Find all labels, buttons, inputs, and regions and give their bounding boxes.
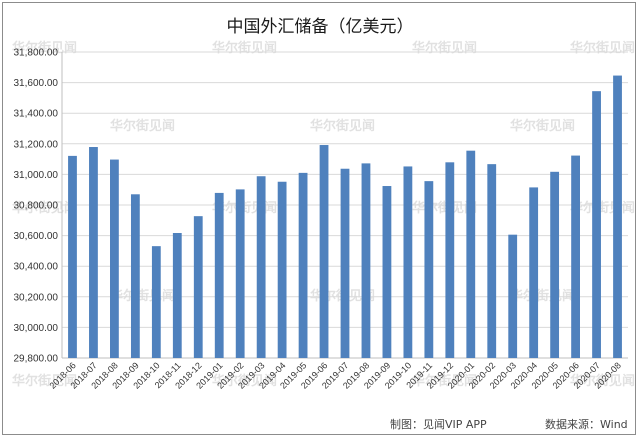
watermark: 华尔街见闻 bbox=[570, 373, 635, 389]
bar bbox=[340, 168, 350, 358]
bar bbox=[172, 232, 182, 358]
y-tick-label: 31,600.00 bbox=[14, 78, 59, 89]
y-tick-label: 30,600.00 bbox=[14, 231, 59, 242]
watermark: 华尔街见闻 bbox=[12, 373, 77, 389]
y-tick-label: 30,000.00 bbox=[14, 323, 59, 334]
y-tick-label: 30,800.00 bbox=[14, 201, 59, 212]
bar bbox=[256, 176, 266, 358]
bar bbox=[466, 150, 476, 358]
watermark: 华尔街见闻 bbox=[510, 288, 575, 304]
y-tick-label: 31,400.00 bbox=[14, 109, 59, 120]
bar bbox=[592, 91, 601, 358]
watermark: 华尔街见闻 bbox=[412, 40, 477, 56]
data-source: 数据来源：Wind bbox=[545, 417, 628, 431]
y-tick-label: 31,800.00 bbox=[14, 48, 59, 59]
watermark: 华尔街见闻 bbox=[212, 40, 277, 56]
bar bbox=[130, 194, 140, 358]
chart-title: 中国外汇储备（亿美元） bbox=[227, 17, 414, 37]
bar bbox=[277, 181, 287, 358]
bar bbox=[214, 192, 224, 358]
bar bbox=[298, 172, 308, 358]
y-tick-label: 30,200.00 bbox=[14, 292, 59, 303]
bar bbox=[235, 189, 245, 358]
bar bbox=[319, 145, 329, 358]
source-credit: 制图：见闻VIP APP bbox=[390, 417, 487, 431]
bar bbox=[110, 159, 119, 358]
watermark: 华尔街见闻 bbox=[412, 373, 477, 389]
y-tick-label: 29,800.00 bbox=[14, 354, 59, 365]
bar bbox=[445, 162, 455, 358]
watermark: 华尔街见闻 bbox=[12, 200, 77, 216]
bar-series bbox=[68, 75, 622, 358]
bar bbox=[151, 246, 161, 358]
bar bbox=[403, 166, 413, 358]
bar bbox=[529, 187, 539, 358]
bar bbox=[487, 164, 497, 358]
bar bbox=[361, 163, 371, 358]
bar bbox=[382, 186, 392, 358]
bar bbox=[550, 171, 560, 358]
y-tick-label: 31,000.00 bbox=[14, 170, 59, 181]
watermark: 华尔街见闻 bbox=[110, 118, 175, 134]
watermark: 华尔街见闻 bbox=[12, 40, 77, 56]
watermark: 华尔街见闻 bbox=[510, 118, 575, 134]
bar bbox=[89, 147, 98, 358]
bar bbox=[68, 155, 77, 358]
watermark: 华尔街见闻 bbox=[570, 40, 635, 56]
bar bbox=[193, 216, 203, 358]
bar bbox=[508, 234, 518, 358]
bar bbox=[571, 155, 580, 358]
watermark: 华尔街见闻 bbox=[212, 373, 277, 389]
y-tick-label: 30,400.00 bbox=[14, 262, 59, 273]
bar bbox=[613, 75, 622, 358]
watermark: 华尔街见闻 bbox=[110, 288, 175, 304]
y-tick-label: 31,200.00 bbox=[14, 139, 59, 150]
x-axis: 2018-062018-072018-082018-092018-102018-… bbox=[47, 360, 622, 390]
watermark: 华尔街见闻 bbox=[310, 118, 375, 134]
bar bbox=[424, 181, 434, 358]
